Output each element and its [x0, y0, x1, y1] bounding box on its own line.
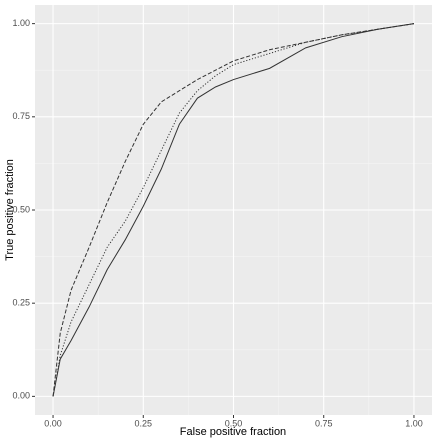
- roc-line: [52, 23, 415, 397]
- x-tick-label: 0.00: [44, 418, 62, 428]
- roc-line: [52, 23, 415, 397]
- x-tick-label: 0.75: [315, 418, 333, 428]
- y-tick-label: 0.75: [12, 111, 30, 121]
- roc-line: [52, 23, 415, 397]
- x-tick-label: 1.00: [405, 418, 423, 428]
- x-axis-title: False positive fraction: [180, 426, 286, 438]
- y-axis-title: True positive fraction: [4, 159, 16, 261]
- y-tick-label: 0.25: [12, 298, 30, 308]
- x-tick-label: 0.25: [135, 418, 153, 428]
- y-tick-label: 0.00: [12, 391, 30, 401]
- y-tick-label: 0.50: [12, 204, 30, 214]
- x-tick-label: 0.50: [225, 418, 243, 428]
- y-tick-label: 1.00: [12, 18, 30, 28]
